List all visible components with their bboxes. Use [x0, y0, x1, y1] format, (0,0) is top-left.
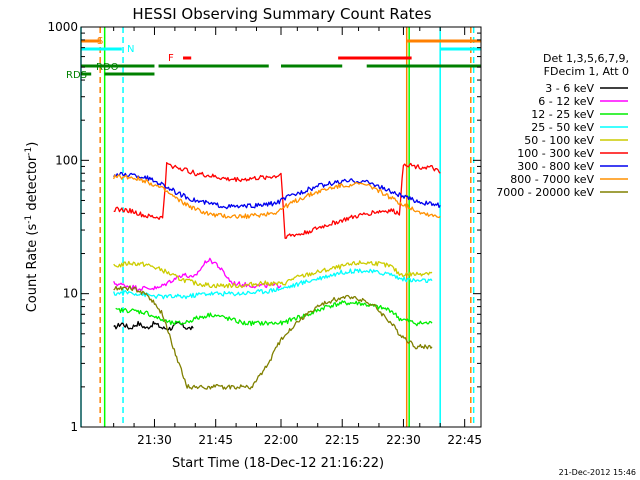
y-tick-label-2: 100 — [55, 153, 78, 167]
legend-label-0: 3 - 6 keV — [545, 82, 594, 95]
vertical-markers — [80, 27, 475, 427]
series-line-4 — [113, 260, 433, 289]
legend-label-4: 50 - 100 keV — [524, 134, 594, 147]
legend-label-3: 25 - 50 keV — [531, 121, 594, 134]
chart-title: HESSI Observing Summary Count Rates — [132, 5, 431, 23]
series-line-5 — [113, 162, 441, 239]
series-line-0 — [113, 320, 194, 331]
x-tick-label-1: 21:45 — [198, 433, 233, 447]
series-line-3 — [113, 268, 433, 300]
timestamp: 21-Dec-2012 15:46 — [559, 468, 636, 477]
legend-label-7: 800 - 7000 keV — [510, 173, 594, 186]
legend-header-0: Det 1,3,5,6,7,9, — [543, 52, 629, 65]
series-line-6 — [113, 171, 441, 210]
legend-label-2: 12 - 25 keV — [531, 108, 594, 121]
x-axis: 21:30 21:45 22:00 22:15 22:30 22:45 — [113, 27, 482, 447]
flag-rds-label: RDS — [66, 70, 87, 81]
y-tick-label-3: 1000 — [47, 20, 78, 34]
legend-header-1: FDecim 1, Att 0 — [544, 65, 629, 78]
x-tick-label-0: 21:30 — [137, 433, 172, 447]
series-line-7 — [113, 174, 441, 220]
y-axis-label: Count Rate (s-1 detector-1) — [24, 142, 40, 313]
series-layer — [113, 162, 441, 390]
plot-frame — [80, 26, 482, 428]
y-tick-label-1: 10 — [63, 287, 78, 301]
y-tick-label-0: 1 — [70, 420, 78, 434]
y-axis: 1 10 100 1000 — [47, 20, 481, 434]
flag-s-label: S — [97, 36, 103, 47]
x-tick-label-3: 22:15 — [325, 433, 360, 447]
flag-bars: S N F RDO RDS — [66, 36, 481, 81]
series-line-1 — [113, 257, 282, 291]
x-tick-label-2: 22:00 — [264, 433, 299, 447]
flag-f-label: F — [168, 53, 174, 64]
series-line-8 — [113, 285, 433, 390]
flag-rdo-label: RDO — [96, 62, 119, 73]
x-tick-label-4: 22:30 — [386, 433, 421, 447]
legend-label-1: 6 - 12 keV — [538, 95, 594, 108]
x-axis-label: Start Time (18-Dec-12 21:16:22) — [172, 456, 384, 471]
legend-label-5: 100 - 300 keV — [517, 147, 594, 160]
x-tick-label-5: 22:45 — [447, 433, 482, 447]
flag-n-label: N — [127, 44, 134, 55]
legend-label-8: 7000 - 20000 keV — [496, 186, 594, 199]
series-line-2 — [115, 300, 433, 327]
legend-label-6: 300 - 800 keV — [517, 160, 594, 173]
legend: Det 1,3,5,6,7,9,FDecim 1, Att 0 3 - 6 keV… — [496, 52, 629, 199]
